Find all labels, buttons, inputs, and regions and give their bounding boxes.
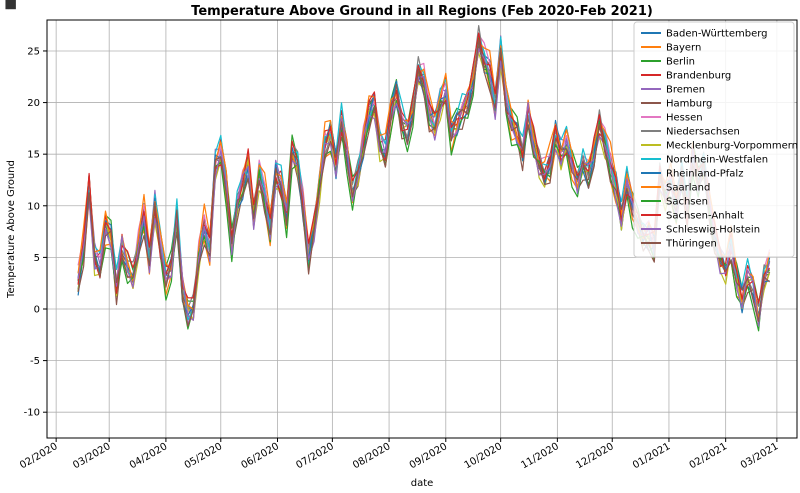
- legend-label: Niedersachsen: [666, 127, 740, 138]
- x-axis-label: date: [411, 478, 434, 489]
- x-tick-label: 09/2020: [408, 441, 449, 471]
- legend-label: Bremen: [666, 85, 705, 96]
- y-axis-label: Temperature Above Ground: [6, 160, 17, 299]
- x-tick-label: 02/2020: [18, 441, 59, 471]
- x-tick-label: 03/2020: [71, 441, 112, 471]
- plot-frame: [46, 19, 798, 439]
- bar-chart-icon[interactable]: ▐█: [2, 0, 16, 10]
- y-tick-label: 5: [34, 253, 40, 264]
- legend-label: Sachsen: [666, 197, 708, 208]
- x-tick-label: 06/2020: [240, 441, 281, 471]
- y-tick-label: 10: [27, 201, 40, 212]
- legend-label: Baden-Württemberg: [666, 29, 768, 40]
- x-tick-label: 10/2020: [463, 441, 504, 471]
- legend-label: Saarland: [666, 183, 710, 194]
- chart-title: Temperature Above Ground in all Regions …: [191, 4, 653, 19]
- x-tick-label: 07/2020: [294, 441, 335, 471]
- legend-label: Mecklenburg-Vorpommern: [666, 141, 798, 152]
- legend: Baden-Württemberg Bayern Berlin Brandenburg…: [633, 21, 798, 258]
- legend-label: Nordrhein-Westfalen: [666, 155, 768, 166]
- series-line-15: [77, 39, 771, 327]
- legend-label: Hessen: [666, 113, 703, 124]
- legend-box: [633, 21, 795, 258]
- x-tick-label: 03/2021: [739, 441, 780, 471]
- y-tick-label: 25: [27, 46, 40, 57]
- x-axis-ticks: 02/2020 03/2020 04/2020 05/2020 06/2020 07/20…: [18, 438, 780, 471]
- x-tick-label: 08/2020: [351, 441, 392, 471]
- y-tick-label: 15: [27, 150, 40, 161]
- y-tick-label: 0: [34, 304, 40, 315]
- y-tick-label: -10: [24, 408, 40, 419]
- y-axis-ticks: -10 -5 0 5 10 15 20 25: [24, 46, 47, 419]
- legend-label: Thüringen: [665, 239, 717, 250]
- legend-label: Hamburg: [666, 99, 712, 110]
- legend-label: Rheinland-Pfalz: [666, 169, 743, 180]
- y-tick-label: 20: [27, 98, 40, 109]
- x-tick-label: 01/2021: [631, 441, 672, 471]
- legend-label: Berlin: [666, 57, 695, 68]
- legend-label: Schleswig-Holstein: [666, 225, 760, 236]
- x-tick-label: 11/2020: [519, 441, 560, 471]
- legend-label: Bayern: [666, 43, 701, 54]
- x-tick-label: 12/2020: [574, 441, 615, 471]
- legend-label: Sachsen-Anhalt: [666, 211, 744, 222]
- x-tick-label: 02/2021: [688, 441, 729, 471]
- x-tick-label: 04/2020: [128, 441, 169, 471]
- x-tick-label: 05/2020: [183, 441, 224, 471]
- y-tick-label: -5: [30, 356, 40, 367]
- legend-label: Brandenburg: [666, 71, 731, 82]
